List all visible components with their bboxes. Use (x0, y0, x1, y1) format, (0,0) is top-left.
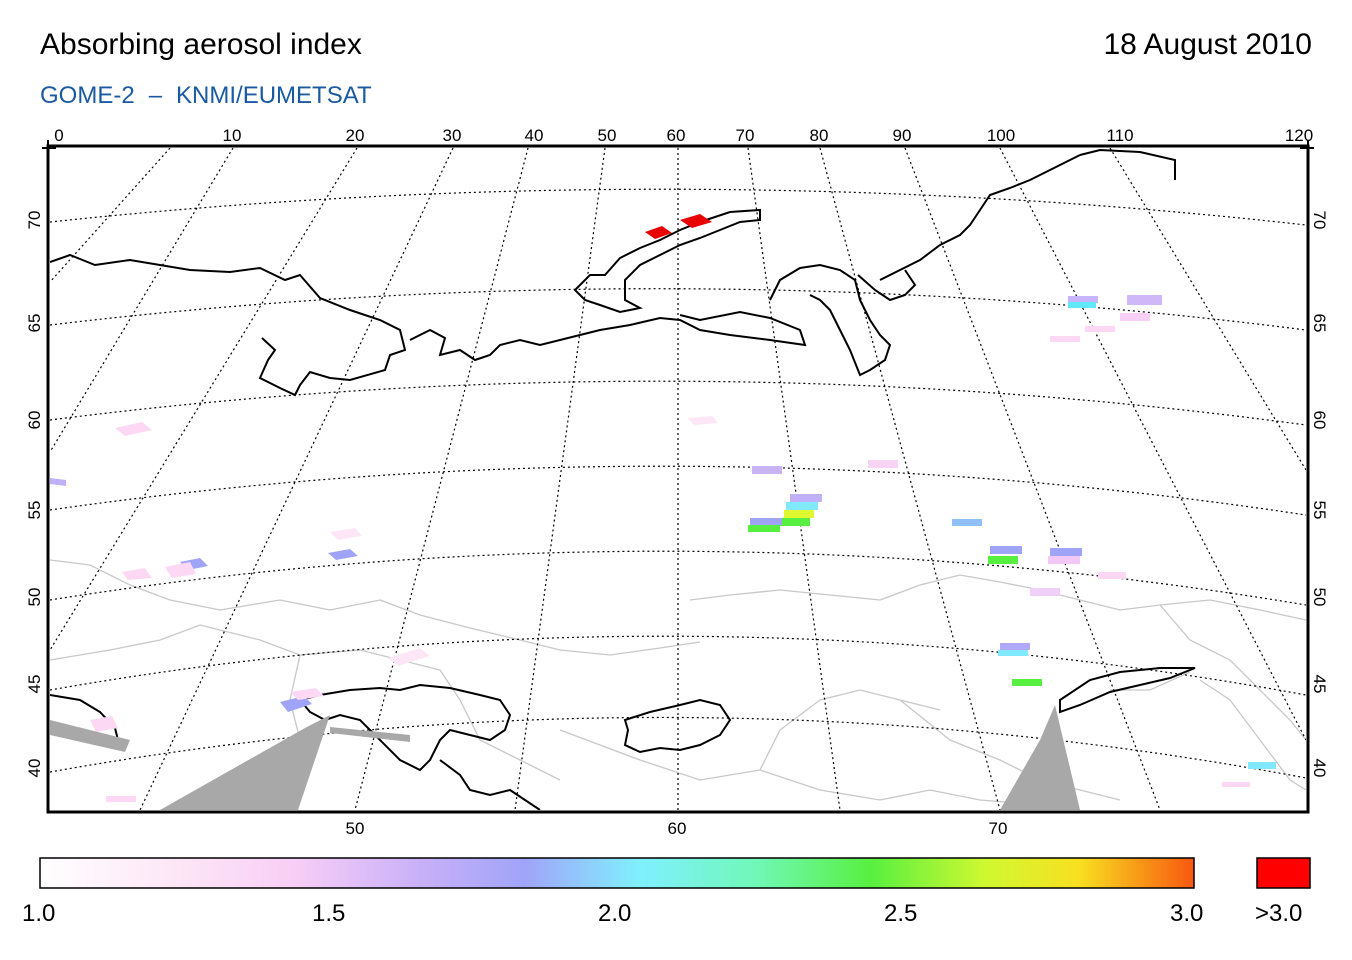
aerosol-pixel (748, 525, 780, 532)
aerosol-pixel (784, 510, 814, 518)
aerosol-pixel (1068, 302, 1096, 308)
aerosol-pixel (1050, 336, 1080, 342)
aerosol-pixel (280, 696, 312, 712)
aerosol-pixel (1120, 313, 1150, 321)
colorbar-label: 2.0 (598, 900, 632, 927)
aerosol-pixel (90, 716, 118, 732)
top-lon-ticks: 0 10 20 30 40 50 60 70 80 90 100 110 120 (54, 126, 1313, 145)
aerosol-pixel (990, 546, 1022, 554)
map-title: Absorbing aerosol index (40, 28, 362, 61)
lat-tick-label: 40 (1310, 759, 1329, 778)
lon-tick-label: 60 (667, 126, 686, 145)
lon-tick-label: 60 (668, 819, 687, 838)
aerosol-pixel (1127, 295, 1162, 305)
map-frame (46, 144, 1310, 814)
aerosol-pixel (50, 478, 66, 486)
aerosol-pixel (780, 518, 810, 526)
colorbar-label: 1.5 (312, 900, 346, 927)
lat-tick-label: 55 (1310, 501, 1329, 520)
aerosol-pixel (1248, 762, 1276, 769)
left-lat-ticks: 70 65 60 55 50 45 40 (25, 211, 44, 778)
aerosol-pixel (1068, 296, 1098, 303)
lon-tick-label: 70 (736, 126, 755, 145)
aerosol-pixel (328, 549, 358, 560)
corner-markers (42, 140, 1314, 156)
lat-tick-label: 45 (1310, 675, 1329, 694)
lon-tick-label: 30 (443, 126, 462, 145)
lon-tick-label: 120 (1285, 126, 1313, 145)
colorbar-label: 1.0 (22, 900, 56, 927)
lon-tick-label: 80 (810, 126, 829, 145)
aerosol-pixel (115, 422, 152, 436)
map-subtitle: GOME-2– KNMI/EUMETSAT (40, 82, 372, 110)
aerosol-pixel (122, 568, 152, 580)
lon-tick-label: 0 (54, 126, 63, 145)
country-borders (50, 559, 1306, 810)
lat-tick-label: 60 (25, 411, 44, 430)
lon-tick-label: 100 (987, 126, 1015, 145)
colorbar-label: 3.0 (1170, 900, 1204, 927)
colorbar (39, 857, 1195, 889)
aerosol-pixel (998, 650, 1028, 656)
aerosol-pixel (1085, 326, 1115, 332)
lat-tick-label: 65 (1310, 314, 1329, 333)
no-data-areas (50, 705, 1080, 810)
aerosol-pixel (752, 466, 782, 474)
aerosol-pixel (1030, 588, 1060, 596)
colorbar-over-swatch (1256, 857, 1311, 889)
lat-tick-label: 55 (25, 501, 44, 520)
aerosol-pixel (790, 494, 822, 502)
lat-tick-label: 50 (25, 588, 44, 607)
aerosol-pixel (868, 460, 898, 468)
aerosol-pixel (330, 528, 362, 540)
lat-tick-label: 70 (25, 211, 44, 230)
coastlines (50, 148, 1196, 810)
aerosol-pixel (688, 416, 718, 425)
map-date: 18 August 2010 (1103, 28, 1312, 61)
lat-tick-label: 60 (1310, 411, 1329, 430)
lon-tick-label: 110 (1106, 126, 1133, 145)
graticule (50, 148, 1306, 810)
aerosol-pixel (290, 688, 324, 700)
colorbar-over-label: >3.0 (1255, 900, 1303, 927)
aerosol-pixel (1048, 556, 1080, 564)
aerosol-pixel (952, 519, 982, 526)
aerosol-pixel (988, 556, 1018, 564)
aerosol-pixel (1222, 782, 1250, 787)
lat-tick-label: 45 (25, 675, 44, 694)
source-label: KNMI/EUMETSAT (176, 82, 372, 109)
aerosol-pixel (1050, 548, 1082, 556)
aerosol-pixel (786, 502, 818, 510)
aerosol-pixel (1098, 572, 1126, 579)
aerosol-pixel (645, 226, 672, 239)
lat-tick-label: 40 (25, 759, 44, 778)
map-content (50, 148, 1306, 810)
aerosol-pixel (388, 648, 430, 666)
lon-tick-label: 50 (346, 819, 365, 838)
right-lat-ticks: 70 65 60 55 50 45 40 (1310, 211, 1329, 778)
aerosol-pixel (1012, 679, 1042, 686)
lon-tick-label: 90 (893, 126, 912, 145)
aerosol-pixels (50, 214, 1276, 802)
lat-tick-label: 70 (1310, 211, 1329, 230)
aerosol-pixel (106, 796, 136, 802)
bottom-lon-ticks: 50 60 70 (346, 819, 1008, 838)
instrument-label: GOME-2 (40, 82, 135, 109)
aerosol-pixel (750, 518, 782, 525)
aerosol-pixel (165, 562, 196, 578)
subtitle-separator: – (148, 82, 163, 109)
colorbar-label: 2.5 (884, 900, 918, 927)
lon-tick-label: 70 (989, 819, 1008, 838)
lat-tick-label: 65 (25, 314, 44, 333)
lon-tick-label: 10 (223, 126, 242, 145)
lon-tick-label: 40 (525, 126, 544, 145)
aerosol-pixel (1000, 643, 1030, 650)
lat-tick-label: 50 (1310, 588, 1329, 607)
lon-tick-label: 20 (346, 126, 365, 145)
aerosol-pixel (680, 214, 712, 228)
lon-tick-label: 50 (598, 126, 617, 145)
